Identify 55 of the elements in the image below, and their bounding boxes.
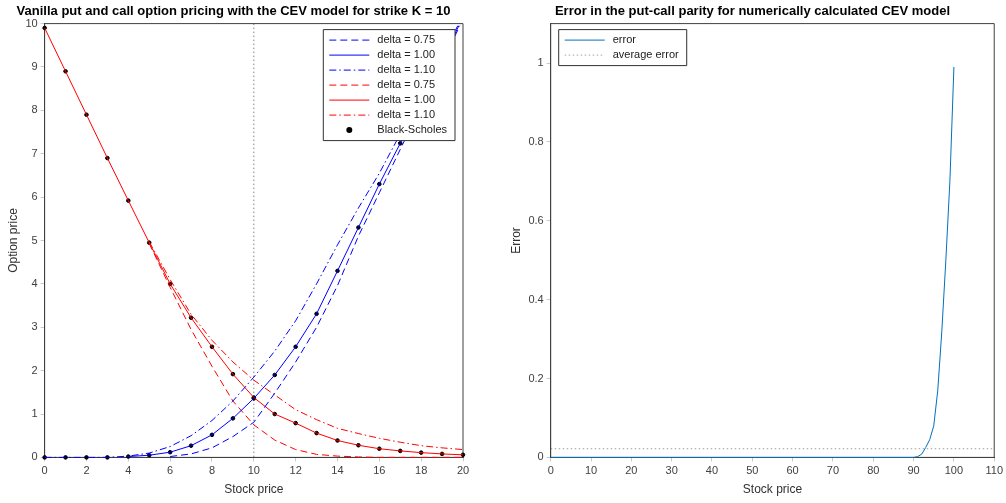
- y-tick-label: 0.4: [528, 292, 544, 305]
- legend-label: delta = 0.75: [377, 33, 436, 46]
- x-tick-label: 30: [665, 464, 678, 477]
- y-tick-label: 1: [537, 56, 544, 69]
- x-tick-label: 2: [83, 464, 90, 477]
- legend-label: delta = 1.10: [377, 63, 436, 76]
- legend-label: Black-Scholes: [377, 123, 448, 136]
- legend-label: delta = 0.75: [377, 78, 436, 91]
- x-tick-label: 12: [289, 464, 302, 477]
- x-tick-label: 110: [985, 464, 1004, 477]
- x-tick-label: 60: [786, 464, 799, 477]
- x-tick-label: 4: [125, 464, 132, 477]
- x-tick-label: 20: [625, 464, 638, 477]
- x-tick-label: 18: [415, 464, 428, 477]
- chart-title: Error in the put-call parity for numerically calculated CEV model: [554, 3, 951, 19]
- legend-label: average error: [612, 48, 680, 61]
- x-tick-label: 8: [208, 464, 216, 477]
- y-tick-label: 0: [537, 450, 544, 463]
- y-tick-label: 1: [31, 407, 38, 420]
- x-axis-title: Stock price: [224, 482, 284, 497]
- y-tick-label: 7: [31, 146, 38, 159]
- x-tick-label: 0: [41, 464, 48, 477]
- y-axis-title: Option price: [5, 207, 20, 273]
- x-tick-label: 20: [456, 464, 470, 477]
- x-tick-label: 10: [247, 464, 260, 477]
- y-tick-label: 5: [31, 233, 38, 246]
- chart-title: Vanilla put and call option pricing with the CEV model for strike K = 10: [16, 3, 451, 19]
- x-tick-label: 70: [826, 464, 840, 477]
- x-tick-label: 16: [373, 464, 386, 477]
- y-tick-label: 0: [31, 450, 38, 463]
- legend-label: delta = 1.10: [377, 108, 436, 121]
- x-tick-label: 14: [331, 464, 344, 477]
- x-tick-label: 6: [167, 464, 174, 477]
- x-tick-label: 80: [867, 464, 880, 477]
- y-tick-label: 6: [31, 190, 38, 203]
- y-tick-label: 0.8: [528, 134, 544, 147]
- y-tick-label: 0.6: [528, 213, 544, 226]
- y-tick-label: 9: [31, 60, 38, 73]
- x-tick-label: 90: [907, 464, 920, 477]
- legend-label: error: [612, 33, 637, 46]
- y-tick-label: 10: [25, 16, 38, 29]
- x-tick-label: 40: [705, 464, 719, 477]
- x-axis-title: Stock price: [742, 482, 803, 497]
- y-tick-label: 0.2: [528, 371, 544, 384]
- y-tick-label: 4: [31, 276, 38, 289]
- y-tick-label: 2: [31, 363, 38, 376]
- y-axis-title: Error: [508, 227, 523, 254]
- legend-label: delta = 1.00: [377, 48, 436, 61]
- legend-label: delta = 1.00: [377, 93, 436, 106]
- y-tick-label: 8: [31, 103, 38, 116]
- x-tick-label: 10: [584, 464, 598, 477]
- x-tick-label: 50: [746, 464, 759, 477]
- x-tick-label: 100: [944, 464, 964, 477]
- x-tick-label: 0: [547, 464, 554, 477]
- y-tick-label: 3: [31, 320, 38, 333]
